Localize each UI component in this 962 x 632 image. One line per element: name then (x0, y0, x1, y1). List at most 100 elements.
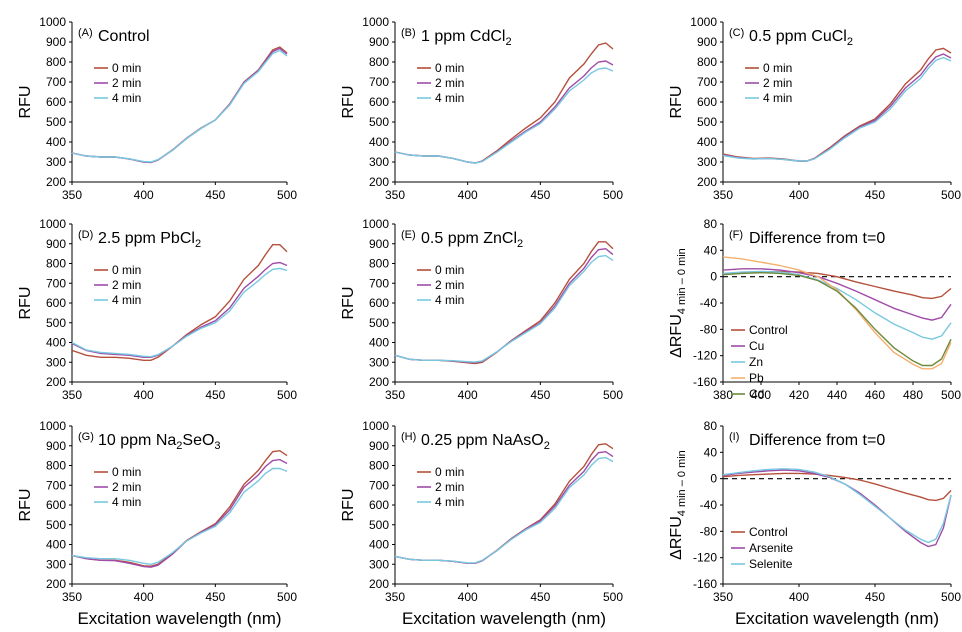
y-tick-label: 900 (46, 35, 66, 49)
x-tick-label: 350 (62, 388, 82, 402)
y-axis-label: RFU (17, 287, 34, 320)
x-tick-label: 400 (134, 590, 154, 604)
y-tick-label: 1000 (362, 419, 389, 433)
y-tick-label: 900 (46, 439, 66, 453)
x-axis-label: Excitation wavelength (nm) (402, 609, 606, 628)
series-line-zn (722, 270, 952, 340)
y-tick-label: 300 (46, 355, 66, 369)
series-line-4-min (394, 67, 614, 164)
y-tick-label: 800 (46, 257, 66, 271)
x-tick-label: 450 (530, 188, 550, 202)
x-tick-label: 400 (751, 388, 771, 402)
x-tick-label: 500 (277, 188, 297, 202)
y-tick-label: 300 (369, 155, 389, 169)
y-tick-label: 600 (46, 95, 66, 109)
y-tick-label: 400 (369, 538, 389, 552)
x-tick-label: 500 (277, 388, 297, 402)
x-tick-label: 400 (134, 388, 154, 402)
title-subscript: 2 (544, 440, 550, 452)
panel-6: 200 300 400 500 600 700 800 900 1000 350 400 450 500… (17, 419, 297, 628)
legend-label: 0 min (763, 61, 792, 75)
x-tick-label: 500 (603, 590, 623, 604)
y-tick-label: 400 (46, 135, 66, 149)
x-tick-label: 350 (385, 388, 405, 402)
y-tick-label: 80 (704, 217, 718, 231)
legend-label: Cu (749, 339, 764, 353)
y-tick-label: 400 (369, 135, 389, 149)
y-tick-label: 200 (46, 577, 66, 591)
x-tick-label: 500 (603, 188, 623, 202)
panel-3: 200 300 400 500 600 700 800 900 1000 350 400 450 500… (17, 217, 297, 402)
panel-2: 200 300 400 500 600 700 800 900 1000 350 400 450 500… (668, 15, 961, 202)
legend-label: 0 min (435, 465, 464, 479)
y-tick-label: 800 (46, 55, 66, 69)
y-tick-label: -40 (700, 296, 718, 310)
panel-letter: (G) (78, 431, 94, 443)
panel-title: 0.5 ppm CuCl2 (749, 28, 853, 48)
y-tick-label: 500 (46, 518, 66, 532)
y-axis-label-subscript: 4 min – 0 min (676, 450, 688, 516)
legend-label: 2 min (112, 480, 141, 494)
panel-7: 200 300 400 500 600 700 800 900 1000 350 400 450 500… (340, 419, 623, 628)
legend-label: 0 min (435, 61, 464, 75)
title-subscript: 2 (847, 36, 853, 48)
x-tick-label: 350 (62, 590, 82, 604)
y-tick-label: 500 (369, 316, 389, 330)
series-line-cd (722, 271, 952, 367)
y-axis-label: ΔRFU4 min – 0 min (668, 248, 688, 358)
x-tick-label: 500 (941, 188, 961, 202)
y-tick-label: 1000 (690, 15, 717, 29)
x-tick-label: 350 (62, 188, 82, 202)
y-tick-label: 200 (369, 577, 389, 591)
y-tick-label: 500 (369, 115, 389, 129)
panel-title: Difference from t=0 (749, 432, 885, 449)
y-tick-label: 800 (46, 459, 66, 473)
y-tick-label: 600 (46, 498, 66, 512)
x-axis-label: Excitation wavelength (nm) (77, 609, 281, 628)
legend-label: 2 min (435, 76, 464, 90)
panel-letter: (H) (401, 431, 416, 443)
series-line-4-min (722, 56, 952, 162)
y-tick-label: 700 (46, 75, 66, 89)
legend-label: 0 min (112, 61, 141, 75)
x-tick-label: 400 (134, 188, 154, 202)
panel-4: 200 300 400 500 600 700 800 900 1000 350 400 450 500… (340, 217, 623, 402)
legend-label: 4 min (435, 91, 464, 105)
legend-label: 0 min (112, 263, 141, 277)
x-tick-label: 500 (941, 590, 961, 604)
y-axis-label: RFU (340, 287, 357, 320)
legend-label: 4 min (435, 293, 464, 307)
series-line-4-min (394, 254, 614, 363)
title-subscript: 2 (517, 238, 523, 250)
title-subscript: 3 (214, 440, 220, 452)
y-tick-label: -120 (693, 551, 717, 565)
series-line-0-min (394, 42, 614, 164)
panel-8: -160 -120 -80 -40 0 40 80 350 400 450 500 ΔRFU4 min… (668, 419, 961, 628)
y-tick-label: 700 (697, 75, 717, 89)
y-tick-label: 700 (369, 276, 389, 290)
series-line-selenite (722, 468, 952, 544)
y-tick-label: 900 (697, 35, 717, 49)
y-tick-label: 400 (46, 538, 66, 552)
y-tick-label: 400 (369, 336, 389, 350)
series-line-4-min (71, 49, 288, 163)
y-axis-label: ΔRFU4 min – 0 min (668, 450, 688, 560)
y-axis-label-subscript: 4 min – 0 min (676, 248, 688, 314)
panel-title: Difference from t=0 (749, 230, 885, 247)
y-tick-label: 1000 (39, 15, 66, 29)
panel-letter: (D) (78, 229, 93, 241)
y-tick-label: 700 (369, 478, 389, 492)
y-tick-label: 900 (369, 35, 389, 49)
y-tick-label: -160 (693, 577, 717, 591)
y-tick-label: 1000 (362, 217, 389, 231)
y-tick-label: 600 (369, 498, 389, 512)
x-tick-label: 400 (789, 188, 809, 202)
y-tick-label: 700 (369, 75, 389, 89)
x-tick-label: 380 (713, 388, 733, 402)
y-tick-label: 200 (369, 175, 389, 189)
panel-title: 0.25 ppm NaAsO2 (421, 432, 550, 452)
legend-label: Arsenite (749, 541, 793, 555)
legend-label: Cd (749, 387, 764, 401)
y-tick-label: 1000 (362, 15, 389, 29)
